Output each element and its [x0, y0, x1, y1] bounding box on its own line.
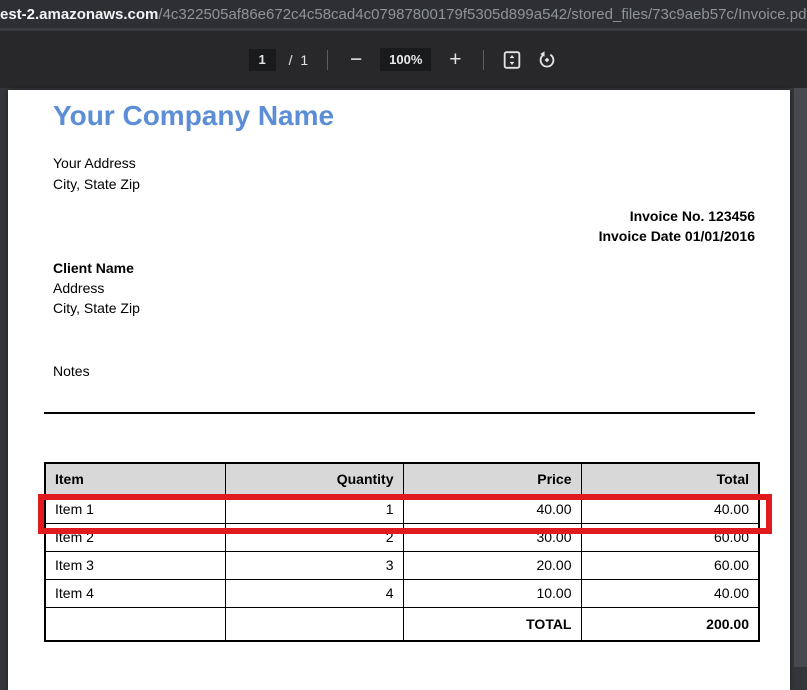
cell-total: 60.00: [581, 523, 759, 551]
header-total: Total: [581, 463, 759, 495]
total-label: TOTAL: [403, 607, 581, 641]
company-address: Your Address City, State Zip: [53, 153, 140, 195]
notes-label: Notes: [53, 363, 90, 379]
cell-price: 20.00: [403, 551, 581, 579]
cell-price: 30.00: [403, 523, 581, 551]
zoom-level-display: 100%: [380, 48, 431, 71]
fit-to-page-button[interactable]: [501, 49, 523, 71]
cell-quantity: 4: [225, 579, 403, 607]
cell-item: Item 4: [45, 579, 225, 607]
cell-total: 40.00: [581, 495, 759, 523]
table-row: Item 4 4 10.00 40.00: [45, 579, 759, 607]
toolbar-separator: [327, 50, 328, 70]
cell-total: 60.00: [581, 551, 759, 579]
pdf-toolbar: / 1 − 100% +: [0, 31, 807, 88]
zoom-out-button[interactable]: −: [345, 48, 367, 72]
cell-quantity: 3: [225, 551, 403, 579]
url-host-text: est-2.amazonaws.com: [0, 6, 158, 23]
cell-price: 10.00: [403, 579, 581, 607]
fit-to-page-icon: [501, 49, 523, 71]
company-address-line2: City, State Zip: [53, 174, 140, 195]
total-value: 200.00: [581, 607, 759, 641]
horizontal-rule: [44, 412, 755, 414]
table-row: Item 1 1 40.00 40.00: [45, 495, 759, 523]
page-count-label: / 1: [289, 52, 311, 68]
rotate-counterclockwise-icon: [536, 49, 558, 71]
cell-item: Item 3: [45, 551, 225, 579]
cell-empty: [225, 607, 403, 641]
invoice-date: Invoice Date 01/01/2016: [599, 226, 755, 246]
client-info: Client Name Address City, State Zip: [53, 258, 140, 318]
invoice-meta: Invoice No. 123456 Invoice Date 01/01/20…: [599, 206, 755, 246]
client-address-line1: Address: [53, 278, 140, 298]
zoom-in-button[interactable]: +: [444, 48, 466, 72]
table-header-row: Item Quantity Price Total: [45, 463, 759, 495]
cell-quantity: 1: [225, 495, 403, 523]
url-bar[interactable]: est-2.amazonaws.com/4c322505af86e672c4c5…: [0, 0, 807, 28]
cell-price: 40.00: [403, 495, 581, 523]
page-number-input[interactable]: [249, 49, 276, 71]
vertical-scrollbar[interactable]: [794, 88, 807, 667]
toolbar-separator: [483, 50, 484, 70]
cell-item: Item 2: [45, 523, 225, 551]
invoice-number: Invoice No. 123456: [599, 206, 755, 226]
company-name: Your Company Name: [53, 100, 334, 132]
cell-total: 40.00: [581, 579, 759, 607]
header-price: Price: [403, 463, 581, 495]
client-name: Client Name: [53, 258, 140, 278]
url-path-text: /4c322505af86e672c4c58cad4c07987800179f5…: [158, 6, 807, 23]
table-total-row: TOTAL 200.00: [45, 607, 759, 641]
cell-item: Item 1: [45, 495, 225, 523]
table-row: Item 2 2 30.00 60.00: [45, 523, 759, 551]
client-address-line2: City, State Zip: [53, 298, 140, 318]
header-quantity: Quantity: [225, 463, 403, 495]
header-item: Item: [45, 463, 225, 495]
company-address-line1: Your Address: [53, 153, 140, 174]
pdf-viewport: Your Company Name Your Address City, Sta…: [0, 88, 807, 667]
invoice-page: Your Company Name Your Address City, Sta…: [8, 90, 790, 690]
cell-quantity: 2: [225, 523, 403, 551]
items-table: Item Quantity Price Total Item 1 1 40.00…: [44, 462, 760, 642]
table-row: Item 3 3 20.00 60.00: [45, 551, 759, 579]
cell-empty: [45, 607, 225, 641]
rotate-button[interactable]: [536, 49, 558, 71]
